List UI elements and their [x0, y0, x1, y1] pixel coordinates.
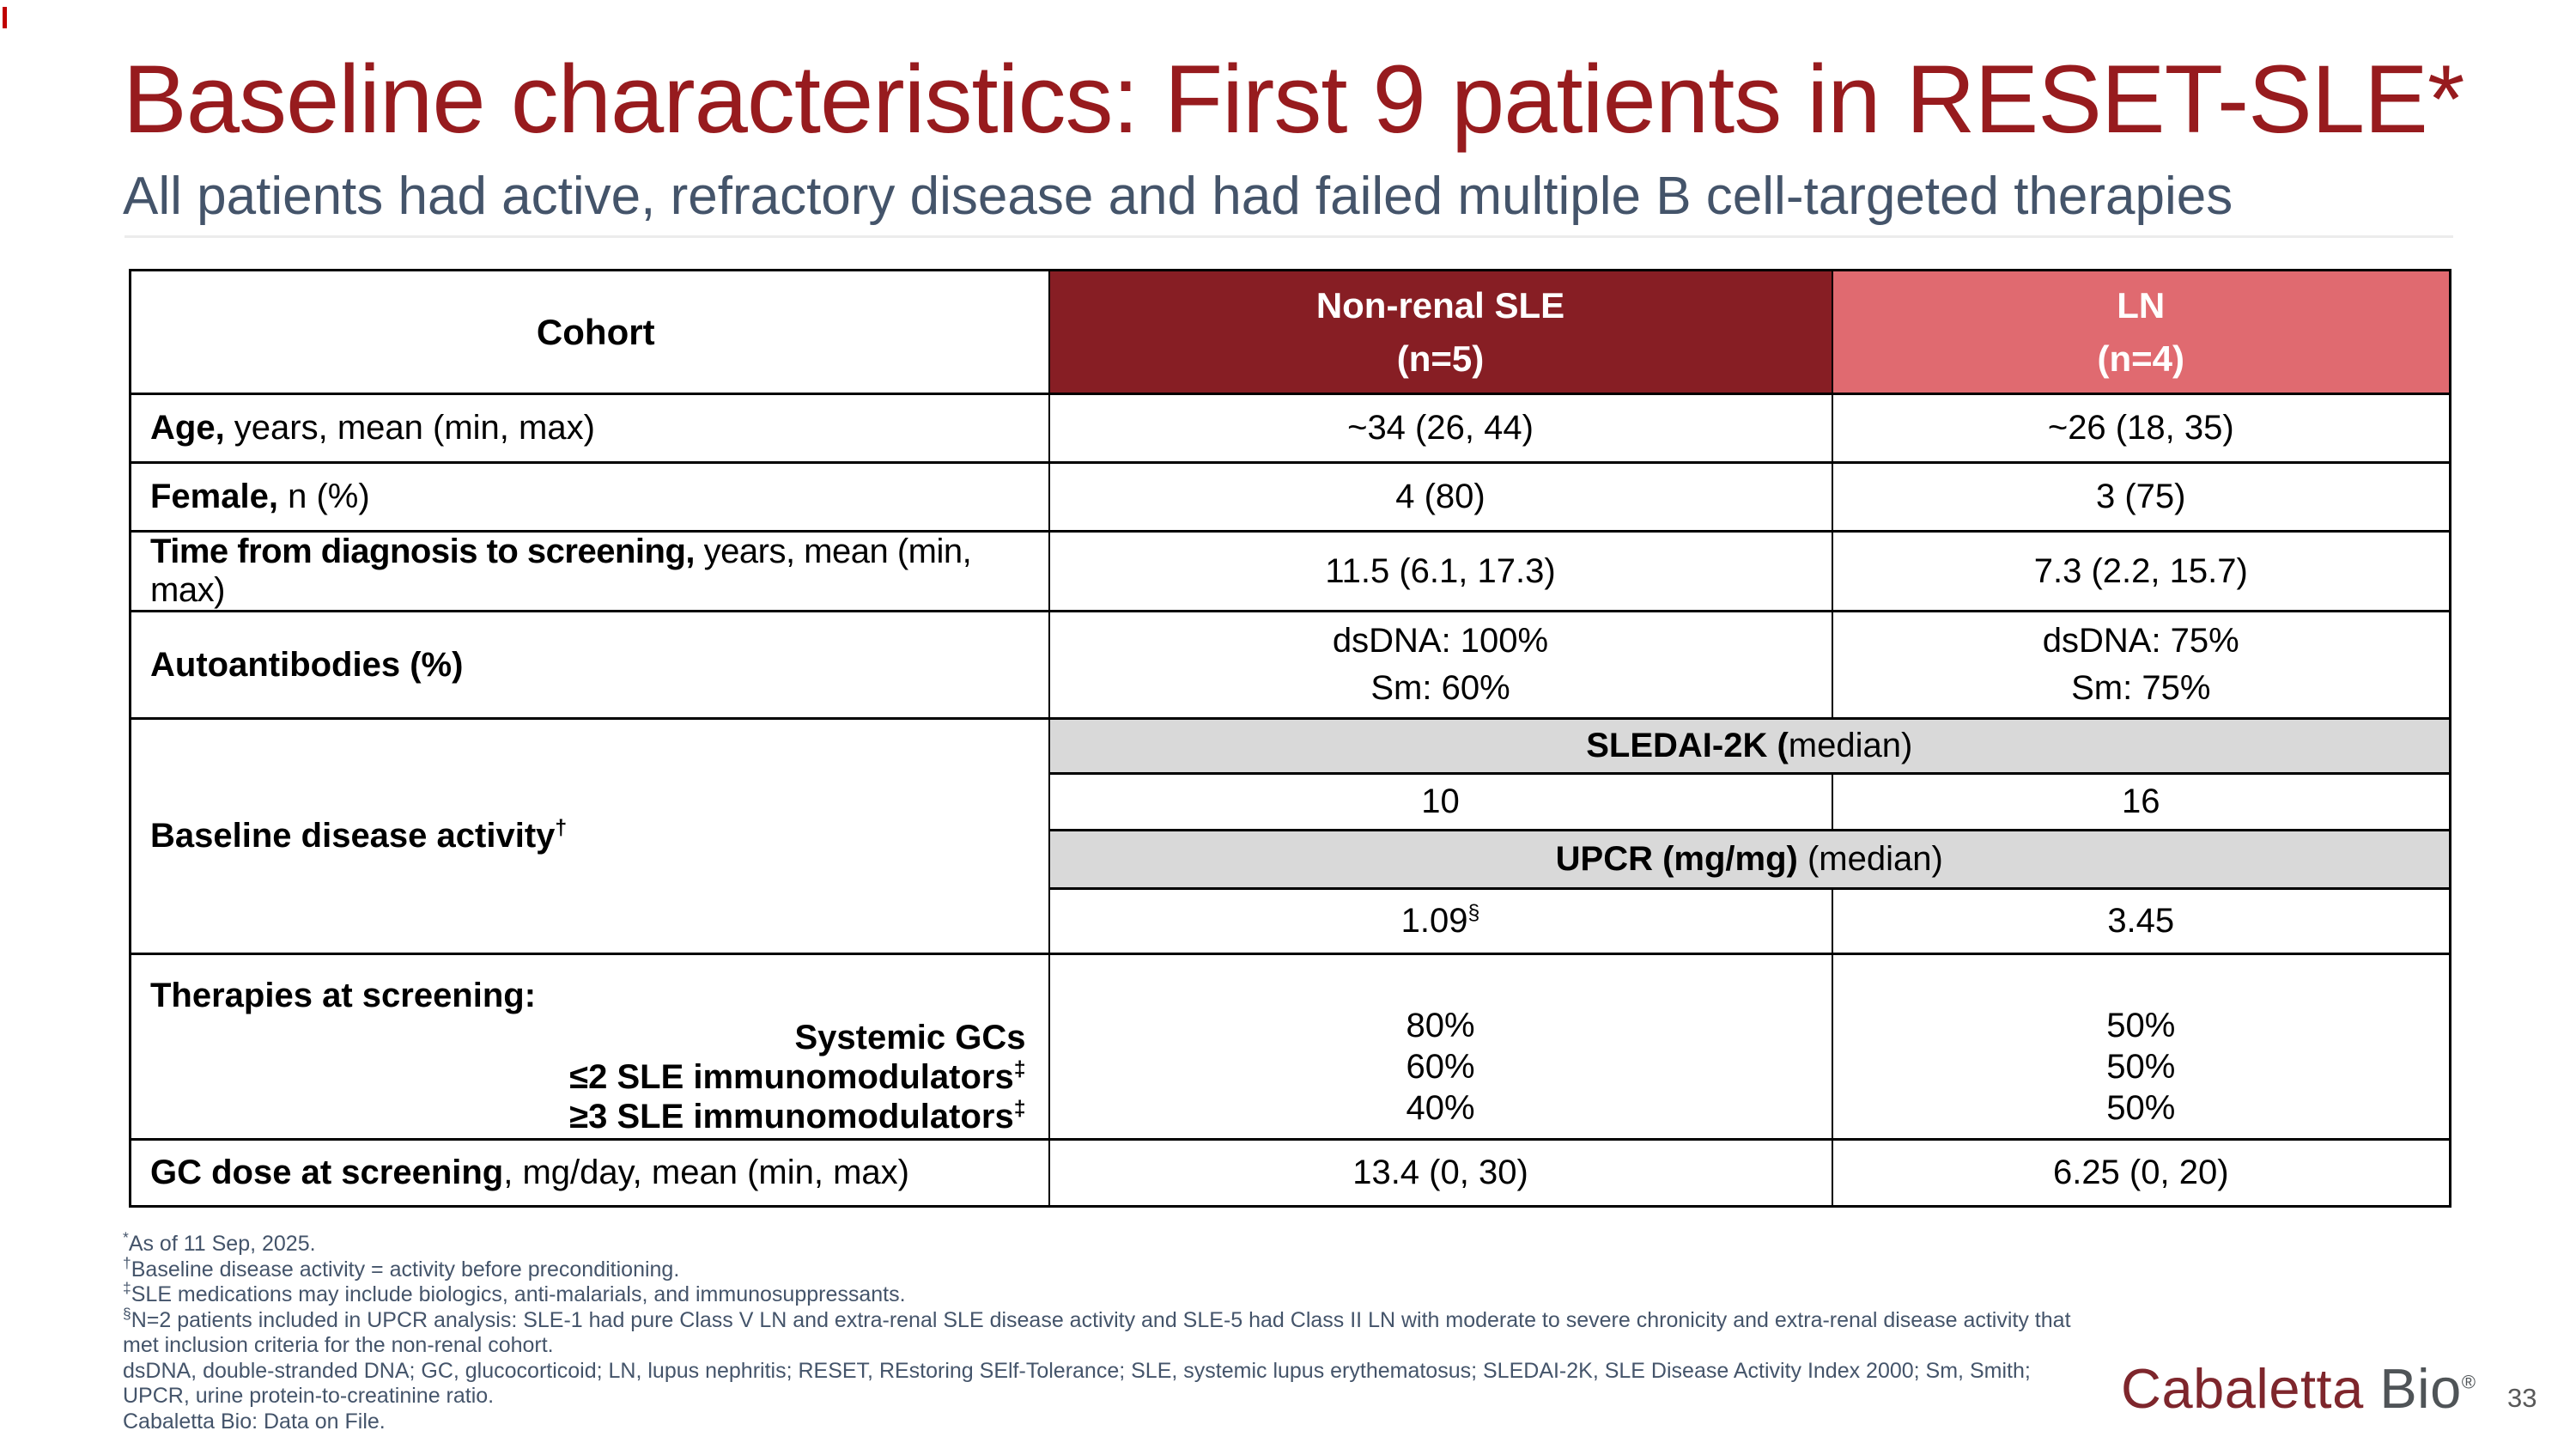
sm-ln: Sm: 75%	[2071, 668, 2211, 707]
row-age: Age, years, mean (min, max) ~34 (26, 44)…	[129, 393, 2451, 464]
row-gc-dose: GC dose at screening, mg/day, mean (min,…	[129, 1138, 2451, 1208]
row-upcr-values: 1.09§ 3.45	[131, 887, 2451, 955]
therapy-item-le2-immunomodulators: ≤2 SLE immunomodulators‡	[569, 1057, 1026, 1096]
therapies-heading: Therapies at screening:	[150, 976, 537, 1014]
female-label-cell: Female, n (%)	[129, 461, 1050, 533]
female-ln-value: 3 (75)	[1831, 461, 2451, 533]
header-nonrenal-title: Non-renal SLE	[1315, 284, 1565, 326]
footnote-baseline-activity: †Baseline disease activity = activity be…	[123, 1254, 680, 1282]
age-nonrenal-value: ~34 (26, 44)	[1048, 393, 1833, 464]
dagger-sup: †	[555, 816, 568, 840]
logo-suffix-text: Bio	[2379, 1357, 2462, 1420]
corner-accent-mark	[3, 7, 7, 28]
row-upcr-band: UPCR (mg/mg) (median)	[131, 829, 2451, 890]
footnote-upcr-analysis-cont: met inclusion criteria for the non-renal…	[123, 1333, 554, 1357]
dsdna-nonrenal: dsDNA: 100%	[1332, 622, 1549, 661]
row-sledai-values: 10 16	[131, 772, 2451, 831]
footnote-upcr-analysis: §N=2 patients included in UPCR analysis:…	[123, 1305, 2071, 1332]
upcr-nonrenal-value: 1.09§	[1048, 887, 1833, 955]
header-ln-cell: LN (n=4)	[1831, 269, 2451, 395]
sm-nonrenal: Sm: 60%	[1370, 668, 1510, 707]
upcr-ln-value: 3.45	[1831, 887, 2451, 955]
baseline-activity-label-cell: Baseline disease activity†	[129, 717, 1050, 955]
sledai-ln-value: 16	[1831, 772, 2451, 831]
page-subtitle: All patients had active, refractory dise…	[123, 167, 2233, 226]
female-nonrenal-value: 4 (80)	[1048, 461, 1833, 533]
footnote-abbreviations: dsDNA, double-stranded DNA; GC, glucocor…	[123, 1358, 2031, 1383]
subtitle-divider	[125, 235, 2453, 238]
gc-dose-ln-value: 6.25 (0, 20)	[1831, 1138, 2451, 1208]
double-dagger-sup: ‡	[1013, 1057, 1026, 1081]
footnote-data-on-file: Cabaletta Bio: Data on File.	[123, 1409, 386, 1434]
row-time-from-diagnosis: Time from diagnosis to screening, years,…	[129, 530, 2451, 612]
gc-dose-nonrenal-value: 13.4 (0, 30)	[1048, 1138, 1833, 1208]
row-autoantibodies: Autoantibodies (%) dsDNA: 100% Sm: 60% d…	[129, 610, 2451, 720]
page-title: Baseline characteristics: First 9 patien…	[123, 46, 2464, 153]
footnote-sle-medications: ‡SLE medications may include biologics, …	[123, 1279, 906, 1306]
footnote-abbreviations-cont: UPCR, urine protein-to-creatinine ratio.	[123, 1384, 495, 1408]
footnote-as-of-date: *As of 11 Sep, 2025.	[123, 1228, 316, 1256]
therapies-nonrenal-values: 80% 60% 40%	[1048, 953, 1833, 1141]
time-nonrenal-value: 11.5 (6.1, 17.3)	[1048, 530, 1833, 612]
dsdna-ln: dsDNA: 75%	[2042, 622, 2239, 661]
row-female: Female, n (%) 4 (80) 3 (75)	[129, 461, 2451, 533]
double-dagger-sup: ‡	[1013, 1097, 1026, 1121]
time-label-cell: Time from diagnosis to screening, years,…	[129, 530, 1050, 612]
therapy-item-ge3-immunomodulators: ≥3 SLE immunomodulators‡	[569, 1097, 1026, 1135]
row-sledai-band: Baseline disease activity† SLEDAI-2K (me…	[129, 717, 2451, 955]
sledai-band-cell: SLEDAI-2K (median)	[1048, 717, 2451, 775]
header-ln-title: LN	[2117, 284, 2166, 326]
therapy-item-systemic-gcs: Systemic GCs	[794, 1018, 1026, 1056]
header-cohort-cell: Cohort	[129, 269, 1050, 395]
section-sup: §	[1467, 901, 1480, 925]
therapies-label-cell: Therapies at screening: Systemic GCs ≤2 …	[129, 953, 1050, 1141]
autoantibodies-ln-value: dsDNA: 75% Sm: 75%	[1831, 610, 2451, 720]
header-nonrenal-cell: Non-renal SLE (n=5)	[1048, 269, 1833, 395]
header-nonrenal-n: (n=5)	[1396, 338, 1485, 379]
age-ln-value: ~26 (18, 35)	[1831, 393, 2451, 464]
autoantibodies-nonrenal-value: dsDNA: 100% Sm: 60%	[1048, 610, 1833, 720]
autoantibodies-label-cell: Autoantibodies (%)	[129, 610, 1050, 720]
footnotes: *As of 11 Sep, 2025. †Baseline disease a…	[123, 1228, 2149, 1434]
therapies-ln-values: 50% 50% 50%	[1831, 953, 2451, 1141]
gc-dose-label-cell: GC dose at screening, mg/day, mean (min,…	[129, 1138, 1050, 1208]
header-ln-n: (n=4)	[2097, 338, 2184, 379]
cabaletta-bio-logo: Cabaletta Bio®	[2121, 1361, 2476, 1416]
registered-trademark-icon: ®	[2461, 1371, 2476, 1393]
table-header-row: Cohort Non-renal SLE (n=5) LN (n=4)	[129, 269, 2451, 395]
age-label-cell: Age, years, mean (min, max)	[129, 393, 1050, 464]
baseline-characteristics-table: Cohort Non-renal SLE (n=5) LN (n=4) Age,…	[129, 269, 2451, 1208]
sledai-nonrenal-value: 10	[1048, 772, 1833, 831]
time-ln-value: 7.3 (2.2, 15.7)	[1831, 530, 2451, 612]
page-number: 33	[2507, 1383, 2537, 1413]
upcr-band-cell: UPCR (mg/mg) (median)	[1048, 829, 2451, 890]
logo-brand-text: Cabaletta	[2121, 1357, 2364, 1420]
row-therapies: Therapies at screening: Systemic GCs ≤2 …	[129, 953, 2451, 1141]
